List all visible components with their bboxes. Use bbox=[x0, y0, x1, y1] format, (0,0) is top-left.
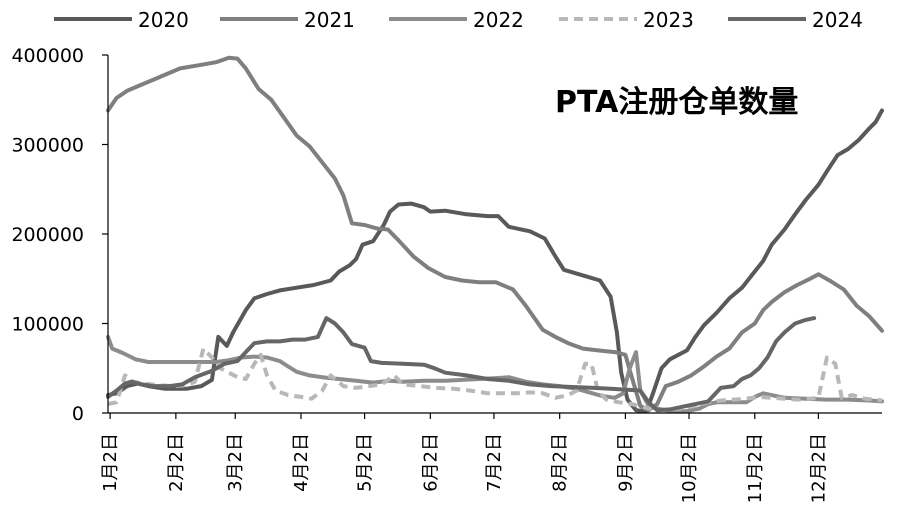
series-line-2020 bbox=[106, 108, 884, 414]
x-tick-label: 1月2日 bbox=[100, 433, 121, 492]
y-tick-label: 100000 bbox=[11, 314, 84, 336]
series-lines bbox=[106, 55, 884, 414]
series-line-2021 bbox=[106, 55, 884, 413]
y-tick-label: 0 bbox=[72, 403, 84, 425]
series-line-2022 bbox=[106, 334, 884, 414]
y-axis-ticks: 0 100000 200000 300000 400000 bbox=[11, 45, 108, 425]
x-tick-label: 4月2日 bbox=[291, 433, 312, 492]
legend-label-2024: 2024 bbox=[812, 8, 863, 32]
chart-title: PTA注册仓单数量 bbox=[555, 85, 798, 120]
series-line-2024 bbox=[106, 316, 817, 413]
x-tick-label: 2月2日 bbox=[166, 433, 187, 492]
legend-label-2021: 2021 bbox=[304, 8, 355, 32]
x-tick-label: 8月2日 bbox=[550, 433, 571, 492]
y-tick-label: 300000 bbox=[11, 135, 84, 157]
y-tick-label: 200000 bbox=[11, 224, 84, 246]
x-axis-ticks: 1月2日 2月2日 3月2日 4月2日 5月2日 6月2日 7月2日 8月2日 9月2日 10月2… bbox=[100, 413, 829, 503]
x-tick-label: 3月2日 bbox=[225, 433, 246, 492]
x-tick-label: 5月2日 bbox=[355, 433, 376, 492]
y-tick-label: 400000 bbox=[11, 45, 84, 67]
x-tick-label: 6月2日 bbox=[420, 433, 441, 492]
legend-label-2020: 2020 bbox=[138, 8, 189, 32]
x-tick-label: 9月2日 bbox=[615, 433, 636, 492]
legend-label-2023: 2023 bbox=[643, 8, 694, 32]
x-tick-label: 10月2日 bbox=[679, 433, 700, 503]
series-line-2023 bbox=[107, 346, 883, 413]
x-tick-label: 7月2日 bbox=[484, 433, 505, 492]
legend: 2020 2021 2022 2023 2024 bbox=[54, 8, 863, 32]
legend-label-2022: 2022 bbox=[473, 8, 524, 32]
x-tick-label: 11月2日 bbox=[745, 433, 766, 503]
x-tick-label: 12月2日 bbox=[808, 433, 829, 503]
